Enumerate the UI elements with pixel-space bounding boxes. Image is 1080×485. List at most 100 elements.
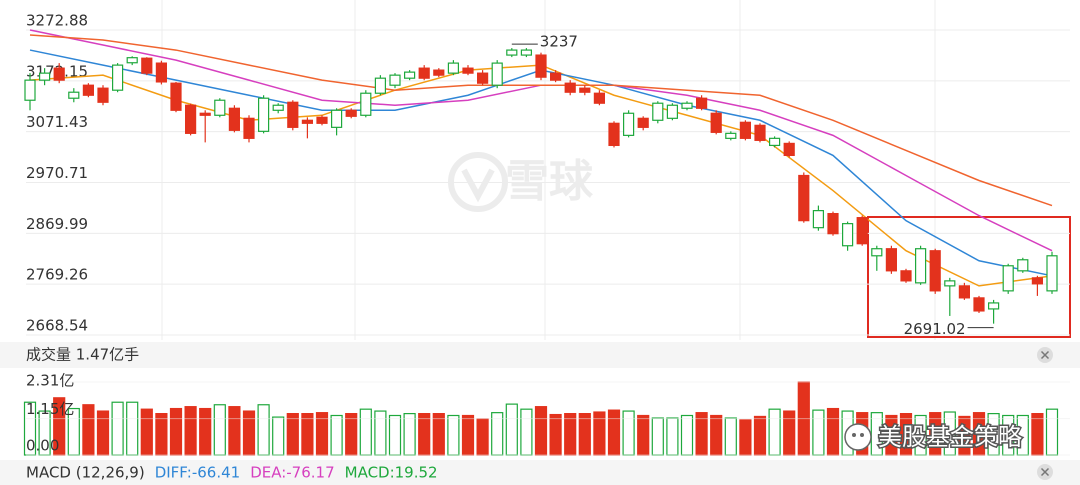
volume-bar <box>710 414 723 456</box>
y-tick-label: 2769.26 <box>26 266 88 284</box>
candle-body <box>666 104 679 119</box>
y-tick-label: 2.31亿 <box>26 372 74 390</box>
volume-bar <box>199 407 212 456</box>
volume-bar <box>812 409 825 456</box>
candle-body <box>681 102 693 109</box>
volume-bar <box>651 417 664 456</box>
volume-bar <box>257 404 270 456</box>
y-tick-label: 2869.99 <box>26 215 88 233</box>
candle-body <box>287 101 299 128</box>
candle-body <box>506 49 518 56</box>
volume-bar <box>126 401 139 456</box>
candle-body <box>389 74 401 86</box>
candle-body <box>360 92 372 116</box>
volume-bar <box>418 413 431 456</box>
candle-body <box>1046 255 1058 292</box>
volume-bar <box>783 410 796 456</box>
volume-bar <box>607 409 621 456</box>
candle-body <box>725 132 737 139</box>
volume-bar <box>155 413 168 456</box>
candle-body <box>549 72 562 81</box>
close-button[interactable] <box>1037 464 1053 480</box>
candle-body <box>885 248 898 272</box>
volume-bar <box>82 404 95 456</box>
candle-body <box>1002 265 1014 292</box>
candle-body <box>900 270 912 282</box>
wechat-watermark: 美股基金策略 <box>844 422 1024 453</box>
volume-bar <box>169 407 183 456</box>
candle-body <box>564 82 576 93</box>
volume-bar <box>330 414 343 456</box>
candle-body <box>637 117 649 128</box>
volume-bar <box>345 413 358 456</box>
highlight-box <box>867 216 1071 338</box>
volume-bar <box>637 414 650 456</box>
volume-bar <box>140 408 153 456</box>
candle-body <box>447 62 459 74</box>
volume-bar <box>534 406 548 456</box>
y-tick-label: 2970.71 <box>26 164 88 182</box>
volume-bar <box>242 410 256 456</box>
candle-body <box>608 122 620 147</box>
candle-body <box>798 174 810 222</box>
volume-bar <box>753 415 767 456</box>
volume-bar <box>724 417 737 456</box>
candle-body <box>272 104 284 111</box>
volume-bar <box>549 413 562 456</box>
volume-bar <box>622 410 635 456</box>
candle-body <box>214 99 226 116</box>
y-tick-label: 3272.88 <box>26 12 88 30</box>
candle-body <box>155 62 167 83</box>
volume-bar <box>476 418 489 456</box>
volume-bar <box>286 413 299 456</box>
volume-bar <box>374 410 387 456</box>
candle-body <box>914 248 927 284</box>
plot: 3272.883172.153071.432970.712869.992769.… <box>23 12 1070 482</box>
y-tick-label: 2668.54 <box>26 317 88 335</box>
volume-bar <box>213 404 226 456</box>
y-tick-label: 0.00 <box>26 437 59 455</box>
macd-value: MACD:19.52 <box>345 464 438 482</box>
candle-body <box>593 92 606 104</box>
volume-bar <box>768 408 781 456</box>
candle-body <box>754 124 766 141</box>
candle-body <box>1031 277 1044 285</box>
candle-body <box>783 142 795 157</box>
volume-bar <box>432 413 445 456</box>
candle-body <box>1017 259 1029 272</box>
candle-body <box>739 121 752 139</box>
volume-bar <box>680 414 694 456</box>
candle-body <box>871 248 883 257</box>
candle-body <box>82 84 95 96</box>
candle-body <box>491 62 503 86</box>
candle-body <box>695 97 708 109</box>
candle-body <box>243 117 255 139</box>
candle-body <box>929 250 941 292</box>
close-button[interactable] <box>1037 347 1053 363</box>
macd-value: DEA:-76.17 <box>250 464 334 482</box>
min-annotation: 2691.02 <box>904 320 966 338</box>
candle-body <box>652 102 664 121</box>
volume-bar <box>666 417 679 456</box>
candle-body <box>958 285 971 299</box>
y-tick-label: 3071.43 <box>26 113 88 131</box>
candle-body <box>535 54 547 78</box>
candle-body <box>301 119 313 124</box>
candle-body <box>462 67 474 74</box>
volume-bar <box>96 410 110 456</box>
candle-body <box>418 67 430 79</box>
y-tick-label: 1.15亿 <box>26 400 74 418</box>
volume-bar <box>111 401 124 456</box>
volume-bar <box>505 403 518 456</box>
candle-body <box>622 112 635 136</box>
candle-body <box>316 116 328 124</box>
candle-body <box>710 112 722 133</box>
candle-body <box>199 112 211 116</box>
candle-body <box>97 87 109 103</box>
volume-bar <box>739 419 752 456</box>
candle-body <box>111 64 124 91</box>
volume-bar <box>1045 408 1059 456</box>
volume-bar <box>359 408 372 456</box>
candle-body <box>973 297 985 312</box>
